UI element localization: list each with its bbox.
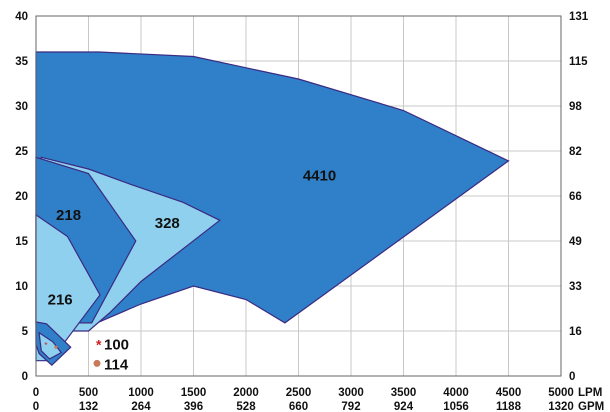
dot-marker-icon [54,345,58,349]
x-tick-label-primary: 4500 [496,387,522,399]
x-tick-label-secondary: 924 [394,401,414,412]
x-tick-label-secondary: 0 [33,401,39,412]
x-tick-label-secondary: 1188 [496,401,522,412]
region-labels: 4410 328 218 216 [48,167,337,308]
performance-regions: * [35,51,510,367]
x-tick-label-primary: 5000 [548,387,574,399]
y-tick-label-right: 98 [569,101,582,113]
y-tick-label-right: 115 [569,56,588,68]
region-label-218: 218 [56,207,81,224]
y-tick-label-left: 10 [15,281,28,293]
x-tick-label-secondary: 132 [79,401,98,412]
y-tick-label-left: 40 [15,11,28,23]
region-label-4410: 4410 [303,167,336,184]
y-tick-label-right: 66 [569,191,582,203]
y-tick-label-right: 131 [569,11,589,23]
y-tick-label-left: 25 [15,146,28,158]
y-tick-label-right: 0 [569,371,575,383]
x-tick-label-secondary: 1320 [548,401,574,412]
x-tick-label-primary: 4000 [443,387,469,399]
region-114 [38,331,63,360]
x-tick-label-primary: 1000 [128,387,154,399]
x-tick-label-secondary: 264 [131,401,151,412]
x-tick-label-secondary: 1056 [443,401,469,412]
axes [35,15,562,377]
y-tick-label-left: 0 [22,371,28,383]
star-icon: * [96,337,102,353]
x-tick-label-secondary: 396 [184,401,203,412]
y-tick-label-left: 15 [15,236,28,248]
x-tick-label-primary: 3500 [391,387,417,399]
x-tick-label-secondary: 792 [341,401,360,412]
y-tick-label-left: 20 [15,191,28,203]
x-tick-label-primary: 1500 [181,387,207,399]
x-tick-label-primary: 2000 [233,387,259,399]
legend-label-114: 114 [104,356,129,373]
legend-label-100: 100 [104,337,129,354]
x-tick-label-secondary: 528 [236,401,256,412]
y-tick-label-right: 49 [569,236,582,248]
y-tick-label-right: 33 [569,281,582,293]
region-label-216: 216 [48,292,73,309]
y-axis-left-ticks: 0 5 10 15 20 25 30 35 40 [15,11,28,383]
x-axis-ticks: 0 0 500 132 1000 264 1500 396 2000 528 2500 660 3000… [33,387,574,412]
x-tick-label-primary: 0 [33,387,39,399]
x-unit-primary: LPM [578,387,602,399]
plot-frame [35,15,562,377]
star-marker-icon: * [44,341,47,350]
y-tick-label-left: 5 [22,326,29,338]
x-tick-label-primary: 500 [79,387,98,399]
x-tick-label-primary: 2500 [286,387,312,399]
dot-icon [93,359,101,367]
x-tick-label-secondary: 660 [289,401,308,412]
legend: * 100 114 [93,337,129,373]
y-tick-label-right: 16 [569,326,582,338]
region-label-328: 328 [155,215,180,232]
y-tick-label-left: 35 [15,56,28,68]
y-tick-label-right: 82 [569,146,582,158]
y-axis-right-ticks: 0 16 33 49 66 82 98 115 131 [569,11,589,383]
x-unit-secondary: GPM [578,401,604,412]
y-tick-label-left: 30 [15,101,28,113]
x-tick-label-primary: 3000 [338,387,364,399]
